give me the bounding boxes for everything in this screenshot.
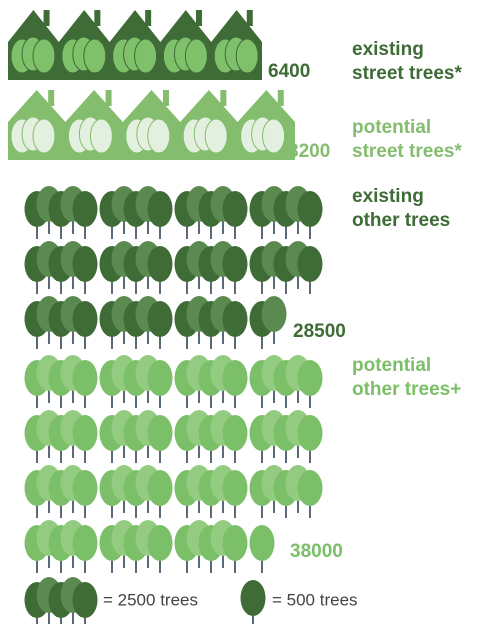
tree-icon bbox=[249, 355, 323, 408]
tree-icon bbox=[99, 465, 173, 518]
legend-text: = 2500 trees bbox=[103, 590, 198, 609]
street-tree bbox=[204, 118, 228, 154]
tree-crown bbox=[72, 360, 98, 396]
category-label: existing bbox=[352, 186, 424, 207]
tree-icon bbox=[99, 186, 173, 239]
chimney bbox=[94, 10, 101, 26]
chimney bbox=[246, 10, 253, 26]
tree-crown bbox=[72, 415, 98, 451]
tree-crown bbox=[147, 470, 173, 506]
chimney bbox=[195, 10, 202, 26]
tree-crown bbox=[297, 415, 323, 451]
street-tree bbox=[89, 118, 113, 154]
street-tree bbox=[32, 118, 56, 154]
tree-crown bbox=[249, 525, 275, 561]
tree-icon bbox=[249, 186, 323, 239]
tree-icon bbox=[99, 410, 173, 463]
house-strip bbox=[8, 10, 262, 80]
tree-icon bbox=[174, 186, 248, 239]
legend-cluster bbox=[24, 577, 98, 624]
tree-crown bbox=[147, 360, 173, 396]
chimney bbox=[48, 90, 55, 106]
tree-crown bbox=[72, 470, 98, 506]
street-tree bbox=[134, 38, 158, 74]
chimney bbox=[162, 90, 169, 106]
tree-crown bbox=[297, 246, 323, 282]
tree-crown bbox=[72, 191, 98, 227]
tree-icon bbox=[174, 465, 248, 518]
tree-crown bbox=[297, 191, 323, 227]
tree-crown bbox=[147, 246, 173, 282]
tree-icon bbox=[24, 296, 98, 349]
tree-crown bbox=[147, 191, 173, 227]
tree-icon bbox=[249, 410, 323, 463]
chimney bbox=[43, 10, 50, 26]
tree-icon bbox=[174, 355, 248, 408]
category-label: other trees bbox=[352, 210, 450, 231]
legend-text: = 500 trees bbox=[272, 590, 358, 609]
tree-crown bbox=[72, 246, 98, 282]
tree-icon bbox=[24, 465, 98, 518]
tree-crown bbox=[261, 296, 287, 332]
tree-crown bbox=[222, 301, 248, 337]
tree-icon bbox=[99, 241, 173, 294]
street-tree bbox=[147, 118, 171, 154]
tree-crown bbox=[72, 582, 98, 618]
value-label: 38000 bbox=[290, 541, 343, 562]
tree-icon bbox=[24, 355, 98, 408]
tree-crown bbox=[222, 191, 248, 227]
tree-icon bbox=[99, 355, 173, 408]
tree-icon bbox=[174, 520, 248, 573]
tree-icon bbox=[249, 525, 275, 573]
street-tree bbox=[184, 38, 208, 74]
street-tree bbox=[32, 38, 56, 74]
street-tree bbox=[262, 118, 286, 154]
legend-tree bbox=[240, 580, 266, 624]
tree-crown bbox=[147, 301, 173, 337]
category-label: potential bbox=[352, 117, 431, 138]
tree-icon bbox=[24, 410, 98, 463]
street-tree bbox=[235, 38, 259, 74]
chimney bbox=[145, 10, 152, 26]
chimney bbox=[105, 90, 112, 106]
chimney bbox=[277, 90, 284, 106]
tree-icon bbox=[174, 296, 248, 349]
tree-crown bbox=[222, 360, 248, 396]
tree-crown bbox=[147, 525, 173, 561]
tree-icon bbox=[99, 296, 173, 349]
tree-icon bbox=[249, 465, 323, 518]
tree-crown bbox=[222, 246, 248, 282]
tree-crown bbox=[222, 470, 248, 506]
value-label: 8200 bbox=[288, 141, 330, 162]
tree-crown bbox=[297, 360, 323, 396]
category-label: potential bbox=[352, 355, 431, 376]
category-label: street trees* bbox=[352, 141, 462, 162]
tree-crown bbox=[72, 301, 98, 337]
tree-icon bbox=[24, 241, 98, 294]
tree-crown bbox=[72, 525, 98, 561]
house-strip bbox=[8, 90, 295, 160]
category-label: other trees+ bbox=[352, 379, 461, 400]
tree-icon bbox=[174, 241, 248, 294]
value-label: 6400 bbox=[268, 61, 310, 82]
tree-icon bbox=[249, 296, 287, 349]
tree-crown bbox=[240, 580, 266, 616]
tree-crown bbox=[222, 525, 248, 561]
tree-icon bbox=[24, 520, 98, 573]
chimney bbox=[220, 90, 227, 106]
tree-crown bbox=[147, 415, 173, 451]
tree-crown bbox=[222, 415, 248, 451]
tree-icon bbox=[99, 520, 173, 573]
tree-icon bbox=[249, 241, 323, 294]
tree-icon bbox=[174, 410, 248, 463]
street-tree bbox=[83, 38, 107, 74]
tree-crown bbox=[297, 470, 323, 506]
category-label: street trees* bbox=[352, 63, 462, 84]
value-label: 28500 bbox=[293, 321, 346, 342]
tree-icon bbox=[24, 186, 98, 239]
category-label: existing bbox=[352, 39, 424, 60]
